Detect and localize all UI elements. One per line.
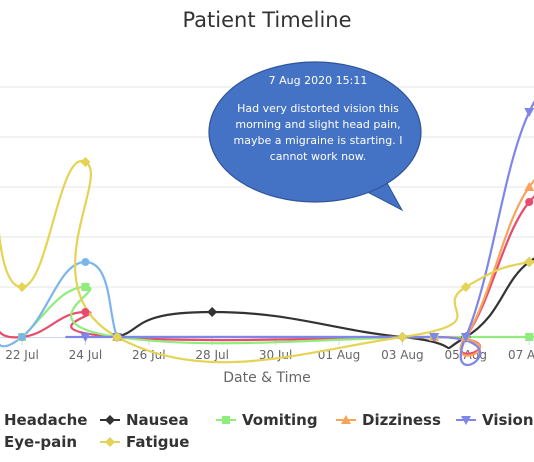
legend-item-headache[interactable]: Headache xyxy=(0,410,87,430)
legend-marker-vomiting xyxy=(222,416,230,424)
series-line-eye-pain xyxy=(0,260,119,348)
legend: Headache Nausea Vomiting Dizziness Vision Eye… xyxy=(0,410,534,462)
annotation-date: 7 Aug 2020 15:11 xyxy=(269,74,368,87)
data-point-vision[interactable] xyxy=(524,108,534,117)
data-point-vision[interactable] xyxy=(80,333,91,342)
legend-label: Nausea xyxy=(126,411,189,429)
series-line-headache xyxy=(0,195,534,355)
legend-symbol-dizziness xyxy=(336,415,356,424)
x-tick-label: 01 Aug xyxy=(318,348,361,362)
data-point-fatigue[interactable] xyxy=(460,282,471,292)
x-tick-label: 24 Jul xyxy=(69,348,103,362)
legend-label: Vomiting xyxy=(242,411,318,429)
legend-marker-dizziness xyxy=(341,415,351,424)
data-point-eye-pain[interactable] xyxy=(18,333,26,341)
data-point-vomiting[interactable] xyxy=(525,333,534,341)
chart-title: Patient Timeline xyxy=(182,8,352,32)
legend-symbol-fatigue xyxy=(100,437,120,447)
x-tick-label: 22 Jul xyxy=(5,348,39,362)
series-line-nausea xyxy=(116,257,534,350)
data-point-vomiting[interactable] xyxy=(81,283,90,291)
legend-symbol-vomiting xyxy=(216,416,236,424)
legend-item-dizziness[interactable]: Dizziness xyxy=(336,410,441,430)
x-tick-label: 26 Jul xyxy=(132,348,166,362)
legend-item-eye-pain[interactable]: Eye-pain xyxy=(0,432,77,452)
data-point-vision[interactable] xyxy=(429,333,440,342)
annotation-ellipse xyxy=(208,61,422,203)
annotation-seam xyxy=(352,174,383,184)
data-point-fatigue[interactable] xyxy=(80,157,91,167)
data-point-headache[interactable] xyxy=(525,198,534,206)
legend-item-fatigue[interactable]: Fatigue xyxy=(100,432,189,452)
legend-marker-vision xyxy=(461,416,471,425)
x-tick-label: 28 Jul xyxy=(195,348,229,362)
data-point-vision[interactable] xyxy=(460,333,471,342)
annotation-bubble[interactable]: 7 Aug 2020 15:11 Had very distorted visio… xyxy=(208,61,422,212)
legend-label: Headache xyxy=(4,411,88,429)
legend-label: Eye-pain xyxy=(4,433,78,451)
legend-marker-nausea xyxy=(105,415,115,425)
legend-label: Fatigue xyxy=(126,433,190,451)
legend-label: Vision xyxy=(482,411,534,429)
legend-symbol-vision xyxy=(456,416,476,425)
legend-label: Dizziness xyxy=(362,411,441,429)
x-tick-label: 03 Aug xyxy=(381,348,424,362)
series-line-vomiting xyxy=(20,285,534,345)
data-point-nausea[interactable] xyxy=(207,307,218,317)
series-line-fatigue xyxy=(0,160,534,364)
legend-item-vomiting[interactable]: Vomiting xyxy=(216,410,318,430)
x-tick-label: 07 Aug xyxy=(508,348,534,362)
data-point-eye-pain[interactable] xyxy=(81,258,90,266)
data-point-dizziness[interactable] xyxy=(524,182,534,191)
data-point-headache[interactable] xyxy=(81,308,90,316)
x-axis-label: Date & Time xyxy=(223,370,311,386)
legend-item-nausea[interactable]: Nausea xyxy=(100,410,189,430)
annotation-text: Had very distorted vision this morning an… xyxy=(234,102,403,163)
legend-item-vision[interactable]: Vision xyxy=(456,410,534,430)
legend-marker-fatigue xyxy=(105,437,115,447)
data-point-fatigue[interactable] xyxy=(17,282,27,292)
data-point-fatigue[interactable] xyxy=(397,332,408,342)
data-point-fatigue[interactable] xyxy=(524,257,534,267)
data-point-fatigue[interactable] xyxy=(112,332,123,342)
legend-symbol-nausea xyxy=(100,415,120,425)
